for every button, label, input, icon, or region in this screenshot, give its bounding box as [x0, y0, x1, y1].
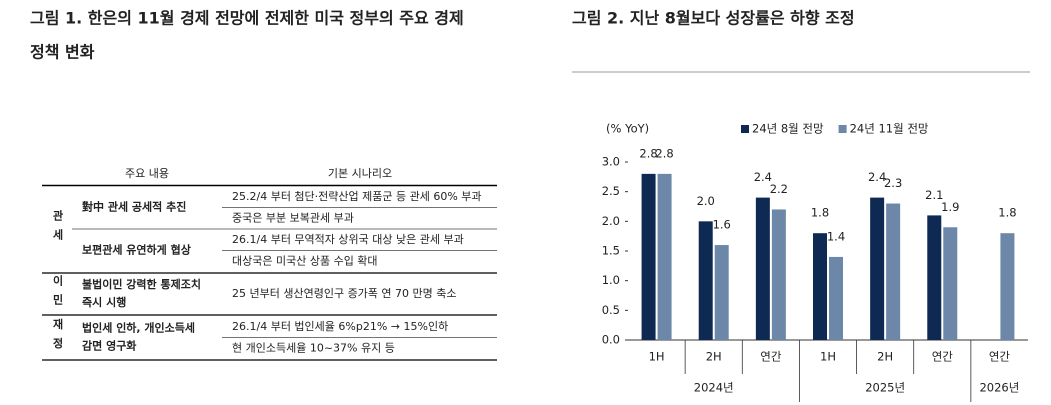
bar — [813, 233, 827, 340]
x-tick-label: 2H — [877, 350, 893, 364]
value-label: 2.1 — [925, 188, 943, 202]
value-label: 2.3 — [884, 176, 902, 190]
value-label: 1.4 — [827, 229, 845, 243]
y-tick-label: 2.0 — [602, 214, 620, 228]
bar — [641, 173, 656, 340]
x-tick-label: 1H — [820, 350, 836, 364]
x-group-label: 2025년 — [865, 381, 905, 395]
chart-title: 그림 2. 지난 8월보다 성장률은 하향 조정 — [572, 9, 855, 28]
value-label: 1.8 — [811, 206, 829, 220]
bar — [829, 256, 843, 340]
legend-swatch — [838, 125, 847, 133]
item-text: 對中 관세 공세적 추진 — [82, 200, 186, 214]
bar — [870, 197, 885, 340]
figure1-title: 정책 변화 — [30, 43, 95, 62]
bar — [657, 173, 672, 340]
y-tick-label: 1.0 — [602, 273, 620, 287]
y-axis-label: (% YoY) — [606, 122, 649, 136]
bar — [698, 221, 713, 340]
value-label: 2.8 — [655, 146, 673, 160]
scenario-text: 25 년부터 생산연령인구 증가폭 연 70 만명 축소 — [232, 287, 457, 300]
item-text: 불법이민 강력한 통제조치 — [82, 277, 201, 291]
value-label: 2.0 — [697, 194, 715, 208]
bar — [943, 227, 958, 340]
value-label: 2.4 — [754, 170, 772, 184]
bar — [886, 203, 901, 340]
item-text: 즉시 시행 — [82, 295, 126, 309]
group-label: 재정 — [51, 317, 64, 356]
y-tick-label: 2.5 — [602, 184, 620, 198]
value-label: 2.8 — [639, 146, 657, 160]
x-tick-label: 2H — [706, 350, 722, 364]
legend-swatch — [741, 125, 749, 133]
x-tick-label: 연간 — [989, 350, 1011, 364]
scenario-text: 26.1/4 부터 무역적자 상위국 대상 낮은 관세 부과 — [232, 233, 464, 246]
x-tick-label: 연간 — [932, 350, 954, 364]
x-group-label: 2026년 — [979, 381, 1019, 395]
value-label: 1.6 — [713, 218, 731, 232]
scenario-text: 26.1/4 부터 법인세율 6%p21% → 15%인하 — [232, 319, 448, 333]
value-label: 2.2 — [770, 182, 788, 196]
item-text: 보편관세 유연하게 협상 — [82, 243, 191, 257]
legend-label: 24년 8월 전망 — [752, 122, 824, 136]
bar — [1000, 233, 1015, 340]
y-tick-label: 0.5 — [602, 303, 620, 317]
figure1-title: 그림 1. 한은의 11월 경제 전망에 전제한 미국 정부의 주요 경제 — [30, 9, 464, 28]
group-label: 이민 — [51, 274, 64, 313]
legend-label: 24년 11월 전망 — [850, 122, 929, 136]
y-tick-label: 1.5 — [602, 244, 620, 258]
item-text: 법인세 인하, 개인소득세 — [82, 321, 195, 335]
scenario-text: 현 개인소득세율 10~37% 유지 등 — [232, 341, 395, 354]
value-label: 1.8 — [998, 206, 1016, 220]
y-tick-label: 3.0 — [602, 155, 620, 169]
bar — [927, 215, 942, 340]
group-label: 관세 — [51, 209, 64, 248]
y-tick-label: 0.0 — [602, 333, 620, 347]
table-header: 기본 시나리오 — [328, 167, 392, 180]
table-header: 주요 내용 — [125, 167, 169, 180]
x-tick-label: 연간 — [760, 350, 782, 364]
bar — [755, 197, 770, 340]
x-group-label: 2024년 — [694, 381, 734, 395]
value-label: 1.9 — [941, 200, 959, 214]
item-text: 감면 영구화 — [82, 339, 136, 353]
scenario-text: 25.2/4 부터 첨단·전략산업 제품군 등 관세 60% 부과 — [232, 190, 482, 203]
x-tick-label: 1H — [649, 350, 665, 364]
scenario-text: 중국은 부분 보복관세 부과 — [232, 211, 354, 224]
bar — [771, 209, 786, 340]
scenario-text: 대상국은 미국산 상품 수입 확대 — [232, 254, 378, 267]
value-label: 2.4 — [868, 170, 886, 184]
bar — [714, 245, 729, 340]
